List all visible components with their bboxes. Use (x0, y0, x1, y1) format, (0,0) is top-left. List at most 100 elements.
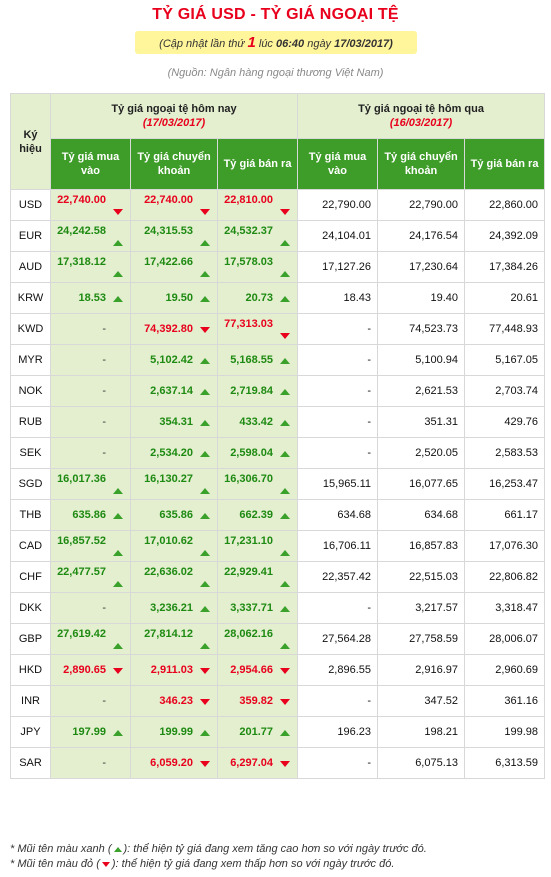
today-sell-value: 201.77 (239, 726, 274, 738)
arrow-up-icon (280, 271, 291, 277)
symbol-header: Ký hiệu (10, 93, 51, 190)
currency-code: HKD (10, 654, 51, 686)
yesterday-sell-value: 661.17 (464, 499, 546, 531)
table-row: NOK -2,637.14 2,719.84-2,621.53 2,703.74 (10, 375, 546, 407)
exchange-rate-table: Ký hiệu Tỷ giá ngoại tệ hôm nay (17/03/2… (10, 93, 546, 779)
today-sell-cell: 28,062.16 (216, 623, 299, 655)
yesterday-buy-value: - (297, 406, 379, 438)
today-buy-cell: 16,017.36 (50, 468, 131, 500)
yesterday-transfer-value: 2,520.05 (377, 437, 466, 469)
arrow-down-icon (200, 761, 210, 767)
today-buy-cell: 24,242.58 (50, 220, 131, 252)
today-buy-cell: 27,619.42 (50, 623, 131, 655)
today-sell-cell: 433.42 (216, 406, 299, 438)
today-buy-cell: - (50, 437, 131, 469)
yesterday-transfer-value: 19.40 (377, 282, 466, 314)
rate-table-body: USD 22,740.00 22,740.00 22,810.00 22,790.00 2… (10, 189, 546, 779)
arrow-up-icon (200, 513, 210, 519)
today-buy-cell: 197.99 (50, 716, 131, 748)
today-transfer-cell: 5,102.42 (130, 344, 218, 376)
yesterday-sell-value: 17,076.30 (464, 530, 546, 562)
today-sell-value: 2,954.66 (230, 664, 274, 676)
today-transfer-cell: 6,059.20 (130, 747, 218, 779)
arrow-up-icon (113, 271, 123, 277)
yesterday-sell-value: 77,448.93 (464, 313, 546, 345)
today-sell-value: 22,929.41 (224, 566, 274, 578)
currency-code: CHF (10, 561, 51, 593)
today-sell-cell: 2,719.84 (216, 375, 299, 407)
today-transfer-value: 74,392.80 (144, 323, 193, 335)
today-header-title: Tỷ giá ngoại tệ hôm nay (111, 103, 237, 115)
today-transfer-value: 346.23 (159, 695, 193, 707)
yesterday-header-date: (16/03/2017) (389, 117, 453, 129)
update-time: 06:40 (276, 38, 305, 50)
today-transfer-value: 2,911.03 (150, 664, 193, 676)
today-buy-value: 16,017.36 (57, 473, 106, 485)
today-transfer-cell: 24,315.53 (130, 220, 218, 252)
yesterday-transfer-value: 74,523.73 (377, 313, 466, 345)
yesterday-buy-value: - (297, 747, 379, 779)
today-transfer-cell: 17,422.66 (130, 251, 218, 283)
currency-code: RUB (10, 406, 51, 438)
currency-code: INR (10, 685, 51, 717)
yesterday-sell-value: 6,313.59 (464, 747, 546, 779)
legend-notes: * Mũi tên màu xanh (): thể hiện tỷ giá đ… (10, 842, 427, 872)
currency-code: DKK (10, 592, 51, 624)
currency-code: AUD (10, 251, 51, 283)
arrow-down-icon (113, 668, 123, 674)
today-buy-value: 2,890.65 (63, 664, 106, 676)
currency-code: CAD (10, 530, 51, 562)
yesterday-buy-value: 16,706.11 (297, 530, 379, 562)
yesterday-transfer-value: 2,916.97 (377, 654, 466, 686)
today-sell-value: 16,306.70 (224, 473, 274, 485)
arrow-up-icon (113, 550, 123, 556)
today-sell-cell: 22,929.41 (216, 561, 299, 593)
today-sell-cell: 77,313.03 (216, 313, 299, 345)
arrow-up-icon (200, 389, 210, 395)
yesterday-buy-value: 17,127.26 (297, 251, 379, 283)
arrow-down-icon (101, 861, 110, 867)
today-buy-cell: 635.86 (50, 499, 131, 531)
today-sell-value: 6,297.04 (230, 757, 274, 769)
yesterday-buy-value: 22,790.00 (297, 189, 379, 221)
yesterday-buy-value: 24,104.01 (297, 220, 379, 252)
yesterday-buy-value: 15,965.11 (297, 468, 379, 500)
today-transfer-cell: 346.23 (130, 685, 218, 717)
table-row: AUD 17,318.12 17,422.66 17,578.03 17,127.26 1… (10, 251, 546, 283)
update-count: 1 (247, 34, 256, 51)
today-transfer-cell: 19.50 (130, 282, 218, 314)
arrow-up-icon (200, 643, 210, 649)
yesterday-transfer-value: 17,230.64 (377, 251, 466, 283)
yesterday-transfer-value: 6,075.13 (377, 747, 466, 779)
arrow-down-icon (113, 209, 123, 215)
today-transfer-cell: 2,911.03 (130, 654, 218, 686)
note-red-prefix: * Mũi tên màu đỏ ( (10, 858, 100, 870)
today-transfer-value: 19.50 (165, 292, 193, 304)
today-buy-cell: 18.53 (50, 282, 131, 314)
table-row: SEK -2,534.20 2,598.04-2,520.05 2,583.53 (10, 437, 546, 469)
arrow-down-icon (280, 209, 291, 215)
today-sell-value: 359.82 (239, 695, 274, 707)
currency-code: THB (10, 499, 51, 531)
yesterday-sell-value: 24,392.09 (464, 220, 546, 252)
table-row: SGD 16,017.36 16,130.27 16,306.70 15,965.11 1… (10, 468, 546, 500)
yesterday-sell-value: 5,167.05 (464, 344, 546, 376)
arrow-up-icon (113, 296, 123, 302)
update-banner: (Cập nhật lần thứ 1 lúc 06:40 ngày 17/03… (135, 31, 417, 54)
arrow-up-icon (200, 240, 210, 246)
today-sell-cell: 2,954.66 (216, 654, 299, 686)
yesterday-sell-value: 199.98 (464, 716, 546, 748)
note-green-prefix: * Mũi tên màu xanh ( (10, 843, 112, 855)
yesterday-buy-value: 196.23 (297, 716, 379, 748)
yesterday-transfer-value: 16,857.83 (377, 530, 466, 562)
yesterday-transfer-value: 3,217.57 (377, 592, 466, 624)
arrow-up-icon (113, 730, 123, 736)
today-sell-value: 3,337.71 (230, 602, 274, 614)
today-header-date: (17/03/2017) (142, 117, 206, 129)
currency-code: SEK (10, 437, 51, 469)
arrow-up-icon (280, 240, 291, 246)
yesterday-buy-value: - (297, 344, 379, 376)
today-buy-value: 24,242.58 (57, 225, 106, 237)
yesterday-buy-value: 27,564.28 (297, 623, 379, 655)
today-transfer-cell: 2,534.20 (130, 437, 218, 469)
